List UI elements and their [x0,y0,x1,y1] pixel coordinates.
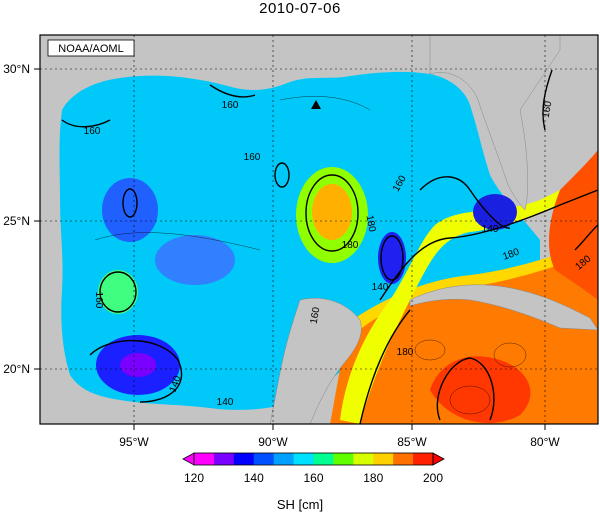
minor-contours [94,96,527,415]
colorbar-segment [373,453,394,465]
cuba-land [409,284,598,331]
triangle-marker [311,100,321,109]
contour-label: 180 [342,240,359,251]
colorbar-segment [313,453,334,465]
lat-tick-label: 20°N [3,362,30,376]
lon-tick-label: 80°W [530,435,560,449]
atlantic-warm [548,150,598,300]
map-frame [39,34,599,425]
blue-eddy-west-core [120,353,156,377]
contour-lines [61,69,598,424]
contour-label: 160 [309,306,323,325]
colorbar-variable-label: SH [cm] [276,497,324,512]
colorbar-tick-label: 180 [363,471,383,485]
colorbar-tick-label: 140 [244,471,264,485]
colorbar-segment [213,453,235,465]
blue-patch-center [155,235,235,285]
yucatan-land [269,297,362,424]
contour-label: 160 [541,100,555,119]
contour-label: 160 [93,292,104,309]
lon-tick-label: 85°W [397,435,427,449]
credit-box [47,39,135,57]
colorbar-segment [273,453,295,465]
colorbar-frame [193,452,434,466]
colorbar-segment [233,453,255,465]
contour-label: 140 [217,397,234,408]
contour-label: 140 [482,224,499,235]
lon-tick-label: 95°W [119,435,149,449]
contour-label: 180 [397,347,414,358]
blue-patch-nw [102,178,158,242]
colorbar-tick-label: 120 [184,471,204,485]
map-title: 2010-07-06 [259,0,341,17]
lat-tick-label: 30°N [3,62,30,76]
contour-label: 160 [244,152,261,163]
florida-land [429,35,561,211]
lon-tick-label: 90°W [258,435,288,449]
contour-label: 160 [222,100,239,111]
caribbean-hot-core [430,356,531,423]
lat-tick-label: 25°N [3,214,30,228]
green-patch-west [98,270,138,314]
colorbar-segment [333,453,354,465]
caribbean-yellow-band [345,240,598,336]
colorbar-low-arrow [182,452,195,466]
colorbar-segment [194,453,215,465]
graticule [40,35,598,424]
colorbar-segment [393,453,414,465]
colorbar-segment [353,453,374,465]
cold-eddy-east [378,232,406,284]
colorbar: 120 140 160 180 200 [182,452,445,485]
tick-marks [34,68,546,430]
colorbar-tick-label: 200 [423,471,443,485]
credit-label: NOAA/AOML [58,43,123,55]
contour-label: 140 [372,282,389,293]
colorbar-segment [293,453,314,465]
colorbar-high-arrow [432,452,445,466]
contour-label: 180 [364,214,378,233]
colorbar-segment [413,453,434,465]
colorbar-segment [253,453,275,465]
warm-eddy-core [312,184,352,240]
colorbar-tick-label: 160 [303,471,323,485]
contour-label: 160 [84,126,101,137]
